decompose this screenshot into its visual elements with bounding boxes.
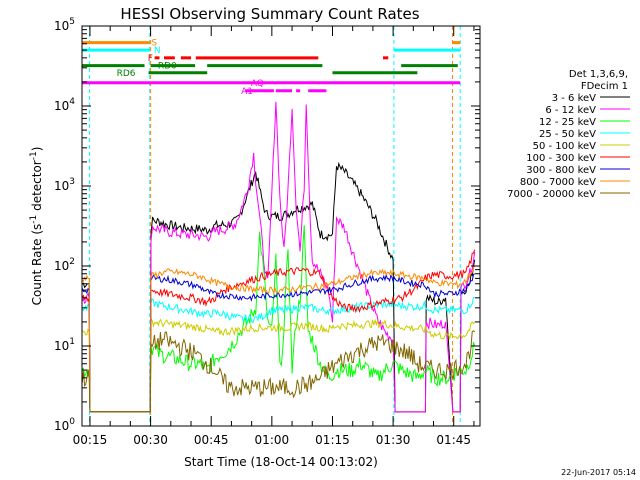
x-tick-label: 00:30 <box>133 433 168 447</box>
flag-label-a1: A1 <box>241 87 253 97</box>
legend-entry-label: 7000 - 20000 keV <box>507 189 596 200</box>
x-tick-label: 00:15 <box>73 433 108 447</box>
y-tick-label: 105 <box>54 17 75 33</box>
legend-entry-label: 50 - 100 keV <box>533 141 597 152</box>
y-tick-label: 103 <box>54 177 75 193</box>
series-line-8 <box>82 330 476 413</box>
flag-label-n: N <box>154 46 161 56</box>
legend-header: FDecim 1 <box>581 81 628 92</box>
flag-label-rd6: RD6 <box>117 69 136 79</box>
flag-label-rd0: RD0 <box>158 62 177 72</box>
y-axis-label: Count Rate (s-1 detector-1) <box>29 147 44 306</box>
plot-frame <box>81 25 481 427</box>
flag-label-aq: AQ <box>251 79 264 89</box>
legend-header: Det 1,3,6,9, <box>569 69 628 80</box>
chart-title: HESSI Observing Summary Count Rates <box>120 5 419 23</box>
footer-date: 22-Jun-2017 05:14 <box>561 468 636 477</box>
legend-entry-label: 100 - 300 keV <box>526 153 596 164</box>
x-tick-label: 01:30 <box>376 433 411 447</box>
legend-entry-label: 25 - 50 keV <box>539 129 596 140</box>
legend-entry-label: 3 - 6 keV <box>552 93 596 104</box>
flag-label-f: F <box>148 54 153 64</box>
flag-label-s: S <box>151 39 157 49</box>
y-tick-label: 101 <box>54 337 75 353</box>
series-line-1 <box>82 101 476 413</box>
x-tick-label: 00:45 <box>194 433 229 447</box>
x-tick-label: 01:45 <box>436 433 471 447</box>
x-tick-label: 01:00 <box>255 433 290 447</box>
legend-entry-label: 300 - 800 keV <box>526 165 596 176</box>
legend-entry-label: 800 - 7000 keV <box>520 177 596 188</box>
series-line-2 <box>82 225 476 413</box>
y-tick-label: 104 <box>54 97 75 113</box>
x-tick-label: 01:15 <box>315 433 350 447</box>
y-tick-label: 100 <box>54 417 75 433</box>
x-axis-label: Start Time (18-Oct-14 00:13:02) <box>184 455 378 469</box>
legend-entry-label: 6 - 12 keV <box>545 105 596 116</box>
legend-entry-label: 12 - 25 keV <box>539 117 596 128</box>
series-line-6 <box>82 272 475 413</box>
y-tick-label: 102 <box>54 257 75 273</box>
